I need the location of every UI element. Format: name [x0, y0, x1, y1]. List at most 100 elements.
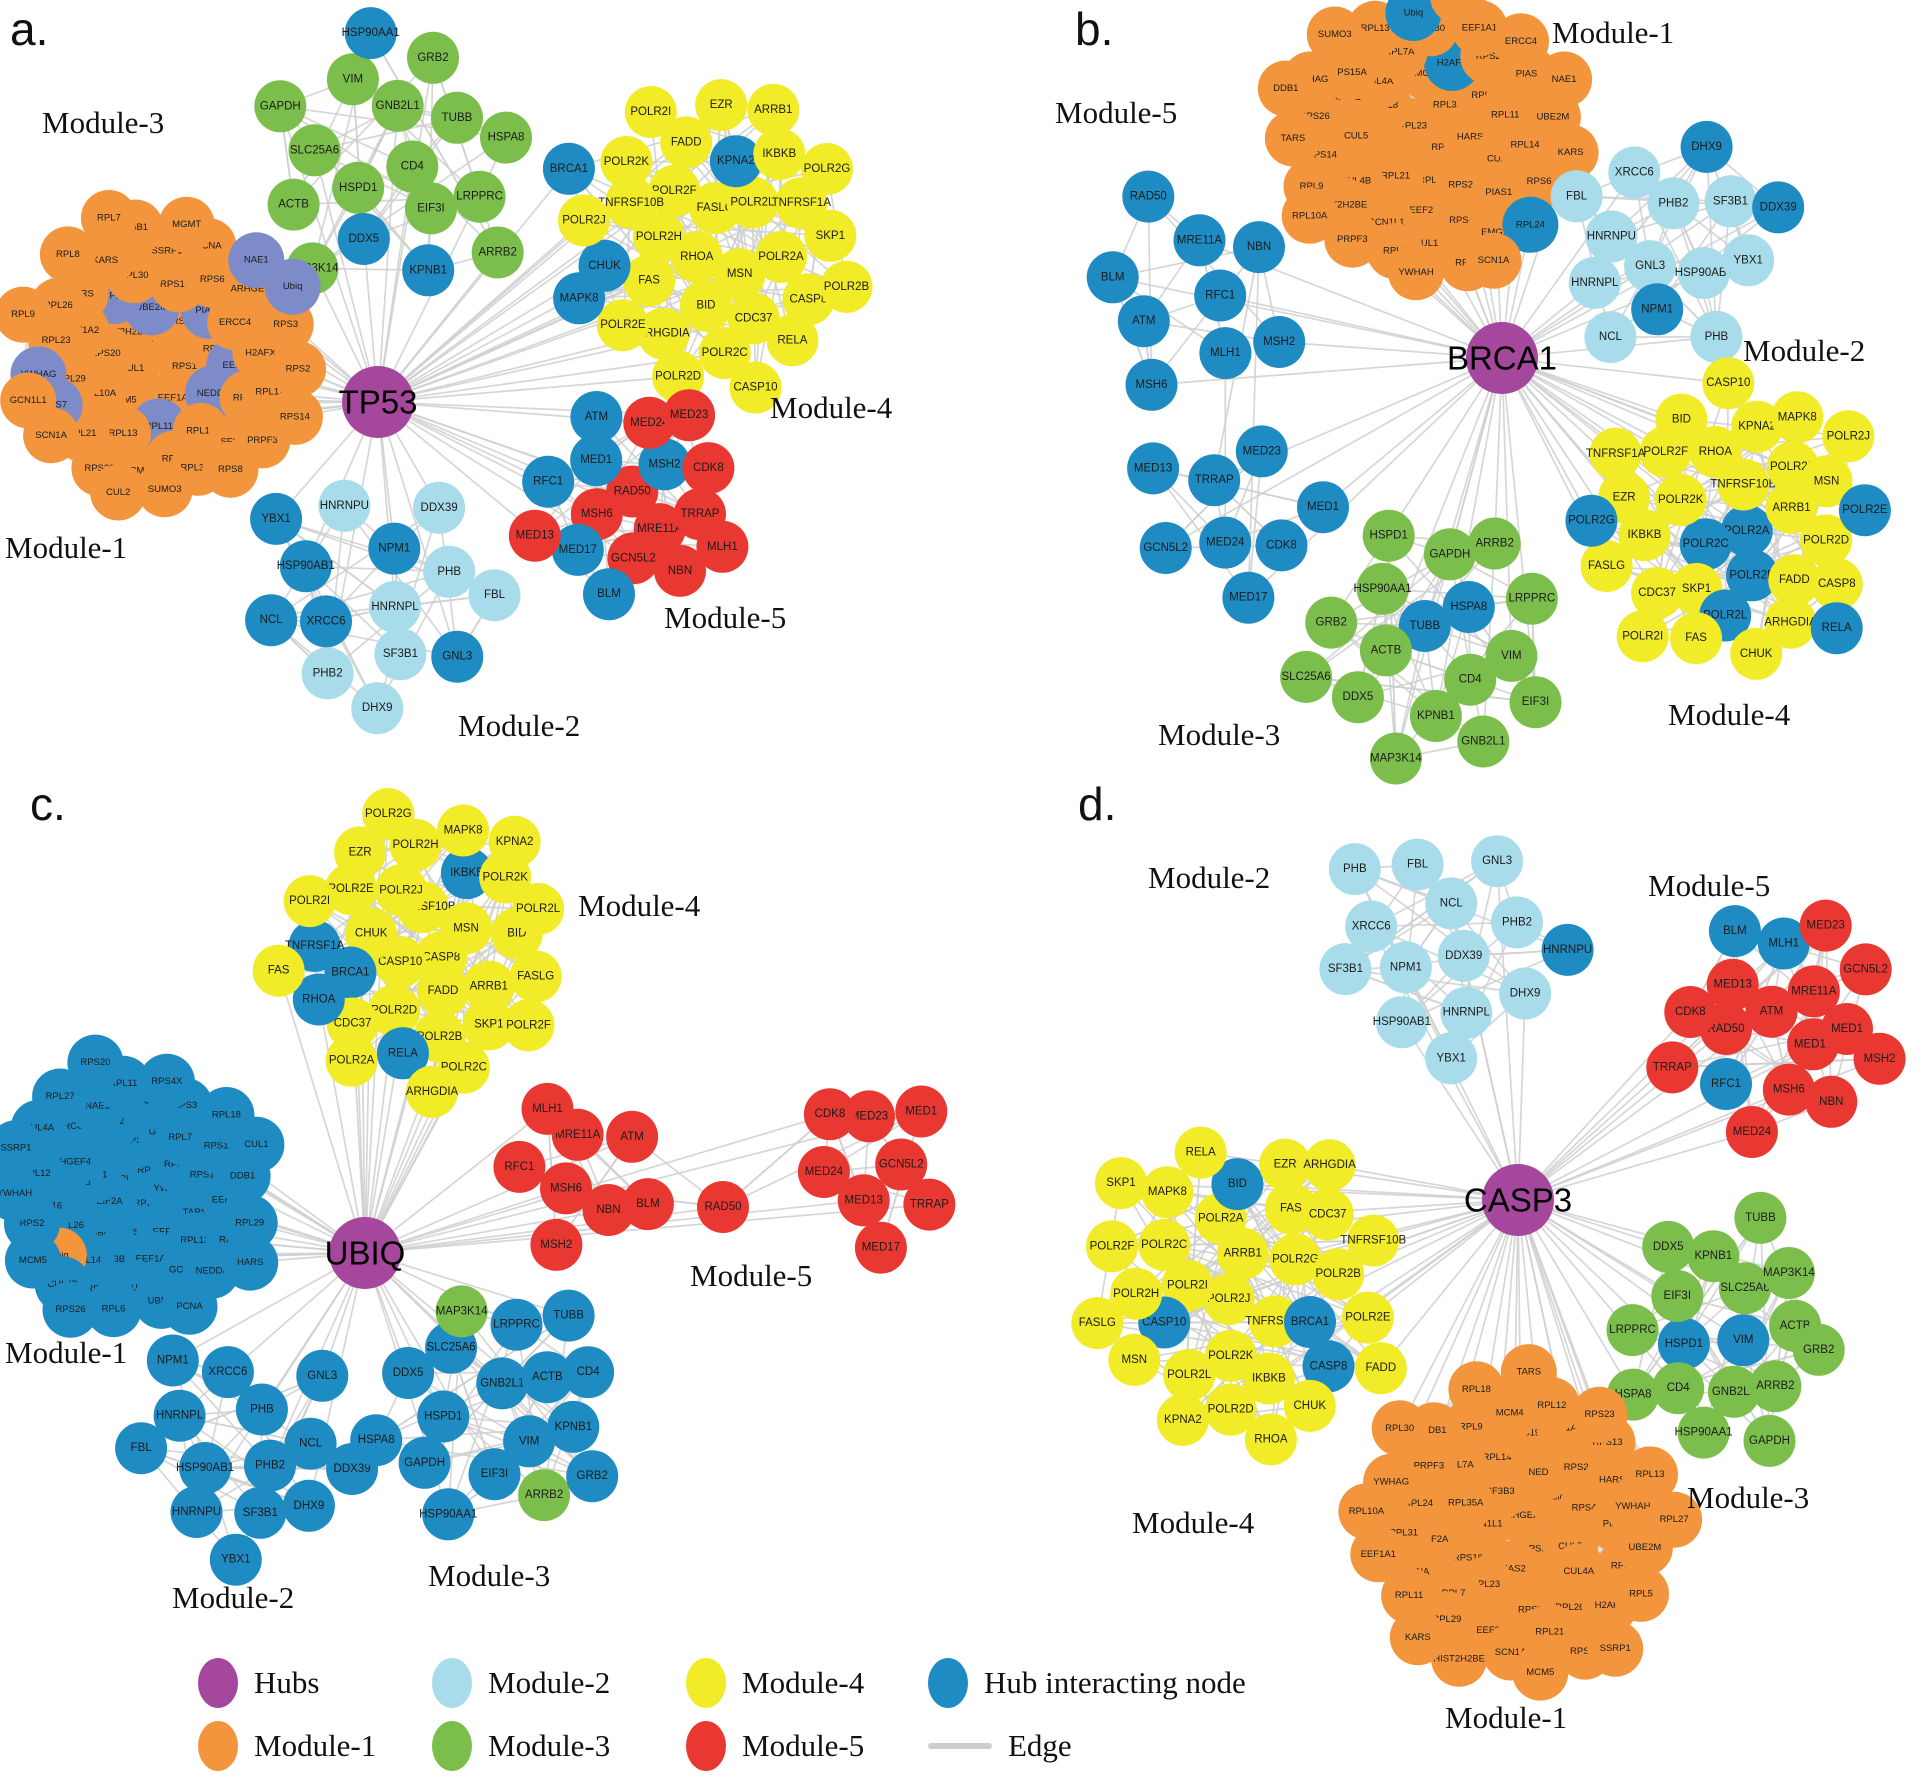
node-POLR2L[interactable]: [1163, 1349, 1216, 1402]
node-SSRP1[interactable]: [1587, 1620, 1644, 1677]
node-TRRAP[interactable]: [1646, 1041, 1699, 1094]
node-EZR[interactable]: [334, 826, 387, 879]
node-ARRB2[interactable]: [518, 1469, 571, 1522]
node-TNFRSF10B[interactable]: [605, 176, 658, 229]
node-MAPK8[interactable]: [437, 804, 490, 857]
node-SKP1[interactable]: [1095, 1157, 1147, 1210]
node-FAS[interactable]: [1670, 612, 1723, 665]
node-CUL2[interactable]: [90, 464, 147, 521]
node-CASP10[interactable]: [1702, 357, 1755, 410]
node-LRPPRC[interactable]: [1606, 1304, 1659, 1357]
node-MED24[interactable]: [797, 1146, 850, 1198]
node-MLH1[interactable]: [521, 1082, 574, 1135]
node-TRRAP[interactable]: [1188, 454, 1241, 507]
node-NCL[interactable]: [245, 594, 298, 647]
node-RPL27[interactable]: [1646, 1491, 1703, 1548]
node-POLR2L[interactable]: [512, 883, 565, 935]
node-DDX5[interactable]: [1331, 671, 1384, 724]
node-MED23[interactable]: [663, 389, 716, 442]
node-GRB2[interactable]: [407, 31, 459, 84]
node-POLR2D[interactable]: [1204, 1383, 1257, 1436]
node-NCL[interactable]: [284, 1417, 337, 1470]
node-GNB2L1[interactable]: [1457, 715, 1510, 768]
node-RFC1[interactable]: [1700, 1058, 1752, 1110]
node-RPS8[interactable]: [202, 441, 259, 498]
node-HSP90AA1[interactable]: [1677, 1406, 1730, 1459]
node-CASP8[interactable]: [1810, 558, 1863, 611]
node-RPL9[interactable]: [0, 286, 51, 343]
node-GNB2L1[interactable]: [371, 79, 424, 132]
node-SSRP1[interactable]: [0, 1120, 44, 1177]
node-RPL27[interactable]: [32, 1068, 89, 1125]
node-TNFRSF1A[interactable]: [1589, 427, 1642, 480]
node-KARS[interactable]: [1542, 124, 1599, 181]
node-CD4[interactable]: [386, 140, 439, 193]
node-DDX5[interactable]: [382, 1347, 435, 1399]
node-HSP90AB1[interactable]: [1375, 996, 1428, 1049]
node-MSN[interactable]: [1800, 455, 1853, 508]
node-RPL5[interactable]: [1613, 1565, 1669, 1622]
node-YBX1[interactable]: [1425, 1032, 1478, 1085]
node-POLR2G[interactable]: [1565, 494, 1618, 547]
node-ATM[interactable]: [606, 1110, 659, 1163]
node-MAPK8[interactable]: [553, 272, 606, 325]
node-FBL[interactable]: [468, 569, 521, 622]
node-RPL11[interactable]: [1381, 1567, 1438, 1624]
node-SUMO3[interactable]: [1306, 6, 1363, 63]
node-SF3B1[interactable]: [234, 1486, 287, 1539]
node-MED23[interactable]: [843, 1090, 895, 1143]
node-RAD50[interactable]: [1122, 170, 1175, 223]
node-CHUK[interactable]: [345, 907, 398, 960]
node-NAE1[interactable]: [1536, 51, 1593, 108]
node-HIST2H2BE[interactable]: [1431, 1630, 1488, 1687]
node-BRCA1[interactable]: [1284, 1296, 1336, 1348]
node-POLR2A[interactable]: [755, 230, 807, 283]
node-POLR2A[interactable]: [325, 1034, 378, 1087]
node-RELA[interactable]: [376, 1027, 429, 1080]
node-Ubiq[interactable]: [264, 258, 321, 315]
node-RPL24[interactable]: [1502, 196, 1559, 253]
node-FAS[interactable]: [623, 254, 676, 307]
node-ARRB1[interactable]: [747, 83, 800, 136]
node-CDC37[interactable]: [727, 292, 780, 345]
node-VIM[interactable]: [503, 1415, 556, 1468]
node-SUMO3[interactable]: [136, 461, 193, 518]
node-POLR2I[interactable]: [283, 875, 336, 928]
node-MSH2[interactable]: [1253, 316, 1306, 368]
node-ARHGDIA[interactable]: [637, 307, 690, 360]
node-MED17[interactable]: [1222, 571, 1275, 624]
node-MED17[interactable]: [551, 523, 604, 576]
node-VIM[interactable]: [1717, 1314, 1770, 1367]
node-BLM[interactable]: [621, 1178, 674, 1231]
node-GAPDH[interactable]: [1423, 528, 1476, 581]
node-EZR[interactable]: [1259, 1138, 1312, 1191]
node-TARS[interactable]: [1264, 110, 1321, 167]
hub-node-BRCA1[interactable]: [1466, 322, 1538, 394]
node-POLR2C[interactable]: [1138, 1219, 1191, 1271]
node-POLR2B[interactable]: [820, 260, 873, 313]
node-CHUK[interactable]: [1730, 627, 1783, 680]
node-POLR2H[interactable]: [1110, 1267, 1163, 1320]
node-MSH6[interactable]: [1762, 1063, 1815, 1116]
node-DDX39[interactable]: [1437, 929, 1490, 982]
node-TUBB[interactable]: [542, 1289, 595, 1342]
node-GNL3[interactable]: [431, 630, 484, 683]
node-DHX9[interactable]: [1499, 967, 1552, 1020]
node-GNL3[interactable]: [1471, 835, 1524, 888]
node-RPL10A[interactable]: [1281, 187, 1338, 244]
node-VIM[interactable]: [1485, 629, 1538, 682]
node-HNRNPL[interactable]: [153, 1389, 206, 1442]
node-RELA[interactable]: [1810, 602, 1863, 655]
node-POLR2K[interactable]: [600, 136, 653, 188]
node-MCM5[interactable]: [4, 1232, 61, 1289]
node-POLR2G[interactable]: [1269, 1233, 1322, 1286]
node-XRCC6[interactable]: [300, 595, 352, 648]
node-HSP90AA1[interactable]: [1356, 562, 1409, 615]
node-RPL13[interactable]: [1622, 1446, 1678, 1503]
node-RFC1[interactable]: [522, 455, 575, 508]
node-POLR2E[interactable]: [1341, 1291, 1394, 1344]
node-HNRNPU[interactable]: [1541, 923, 1594, 976]
node-RPS23[interactable]: [1571, 1386, 1628, 1443]
node-RPL29[interactable]: [221, 1194, 278, 1251]
node-NPM1[interactable]: [368, 522, 421, 575]
